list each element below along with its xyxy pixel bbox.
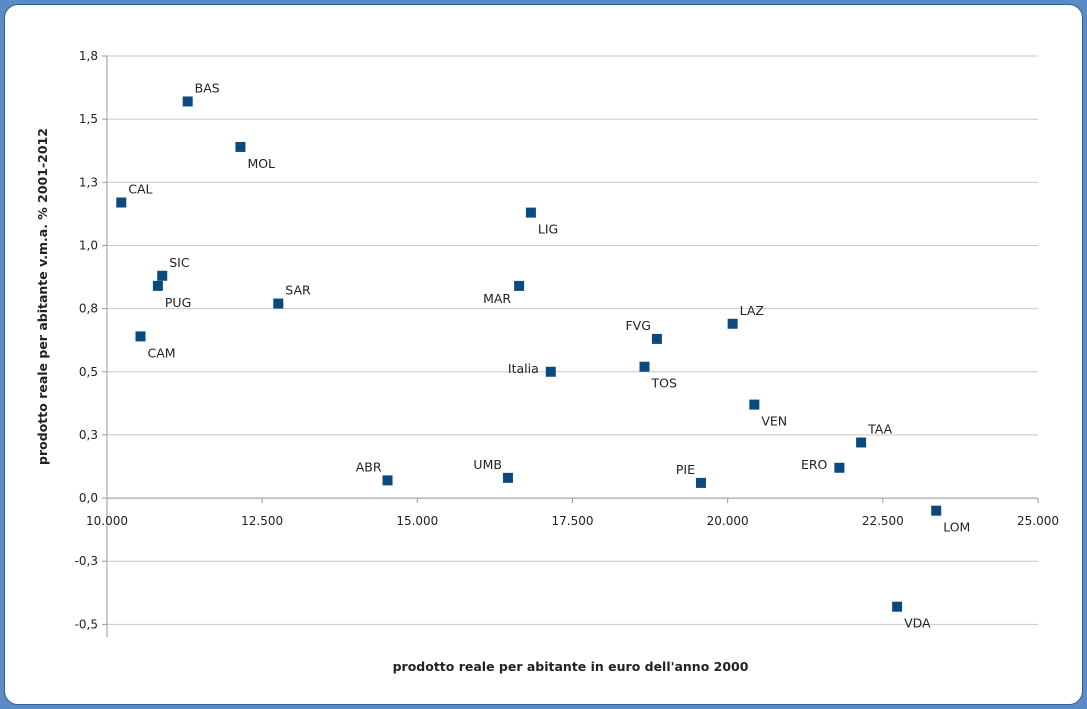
tick-labels: 1,8 1,5 1,3 1,0 0,8 0,5 0,3 0,0 -0,3 -0,5 10.000 12… — [75, 49, 1059, 631]
point-bas — [182, 96, 193, 107]
x-tick-label: 12.500 — [241, 514, 283, 528]
grid-lines — [107, 55, 1038, 625]
point-lom — [931, 505, 942, 516]
point-lig — [525, 207, 536, 218]
point-label-vda: VDA — [904, 616, 931, 631]
point-label-bas: BAS — [195, 80, 220, 95]
y-tick-label: 0,8 — [79, 302, 98, 316]
y-tick-label: 0,5 — [79, 365, 98, 379]
y-axis-title: prodotto reale per abitante v.m.a. % 200… — [35, 128, 50, 465]
chart-frame: 1,8 1,5 1,3 1,0 0,8 0,5 0,3 0,0 -0,3 -0,5 10.000 12… — [4, 4, 1083, 705]
point-label-ven: VEN — [761, 414, 787, 429]
x-tick-label: 22.500 — [862, 514, 904, 528]
point-mar — [514, 280, 525, 291]
point-cal — [116, 197, 127, 208]
x-tick-label: 15.000 — [396, 514, 438, 528]
y-tick-label: 0,3 — [79, 428, 98, 442]
point-laz — [727, 318, 738, 329]
point-label-abr: ABR — [356, 459, 382, 474]
y-tick-label: 1,5 — [79, 112, 98, 126]
point-label-mar: MAR — [483, 291, 511, 306]
point-pug — [152, 280, 163, 291]
x-axis-title: prodotto reale per abitante in euro dell… — [393, 659, 749, 674]
point-tos — [639, 361, 650, 372]
point-cam — [135, 331, 146, 342]
y-tick-label: 0,0 — [79, 491, 98, 505]
point-label-cal: CAL — [128, 182, 152, 197]
point-label-lom: LOM — [943, 520, 970, 535]
x-tick-label: 17.500 — [552, 514, 594, 528]
y-tick-label: 1,3 — [79, 175, 98, 189]
point-label-sic: SIC — [169, 255, 190, 270]
y-tick-label: 1,8 — [79, 49, 98, 63]
point-pie — [695, 477, 706, 488]
x-tick-label: 10.000 — [86, 514, 128, 528]
x-tick-label: 25.000 — [1017, 514, 1059, 528]
point-label-ero: ERO — [801, 457, 828, 472]
axes — [102, 55, 1039, 637]
point-italia — [545, 366, 556, 377]
point-label-laz: LAZ — [740, 303, 764, 318]
y-tick-label: -0,3 — [75, 554, 98, 568]
point-label-fvg: FVG — [625, 318, 650, 333]
point-label-mol: MOL — [247, 156, 275, 171]
point-label-cam: CAM — [148, 345, 176, 360]
point-mol — [235, 141, 246, 152]
point-label-italia: Italia — [508, 361, 539, 376]
point-umb — [502, 472, 513, 483]
x-tick-label: 20.000 — [707, 514, 749, 528]
point-taa — [856, 437, 867, 448]
point-label-umb: UMB — [473, 457, 502, 472]
point-label-lig: LIG — [538, 222, 558, 237]
point-label-sar: SAR — [285, 283, 311, 298]
point-label-pie: PIE — [676, 462, 695, 477]
point-ero — [834, 462, 845, 473]
y-tick-label: -0,5 — [75, 617, 98, 631]
point-abr — [382, 475, 393, 486]
point-sic — [157, 270, 168, 281]
point-ven — [749, 399, 760, 410]
y-tick-label: 1,0 — [79, 238, 98, 252]
point-sar — [273, 298, 284, 309]
point-vda — [892, 601, 903, 612]
scatter-chart: 1,8 1,5 1,3 1,0 0,8 0,5 0,3 0,0 -0,3 -0,5 10.000 12… — [35, 49, 1059, 674]
data-points: BAS MOL CAL LIG SIC PUG MAR SAR LAZ CAM FVG TOS Ital… — [116, 80, 970, 631]
point-label-pug: PUG — [165, 295, 191, 310]
point-label-tos: TOS — [650, 376, 676, 391]
point-fvg — [651, 333, 662, 344]
point-label-taa: TAA — [867, 421, 893, 436]
